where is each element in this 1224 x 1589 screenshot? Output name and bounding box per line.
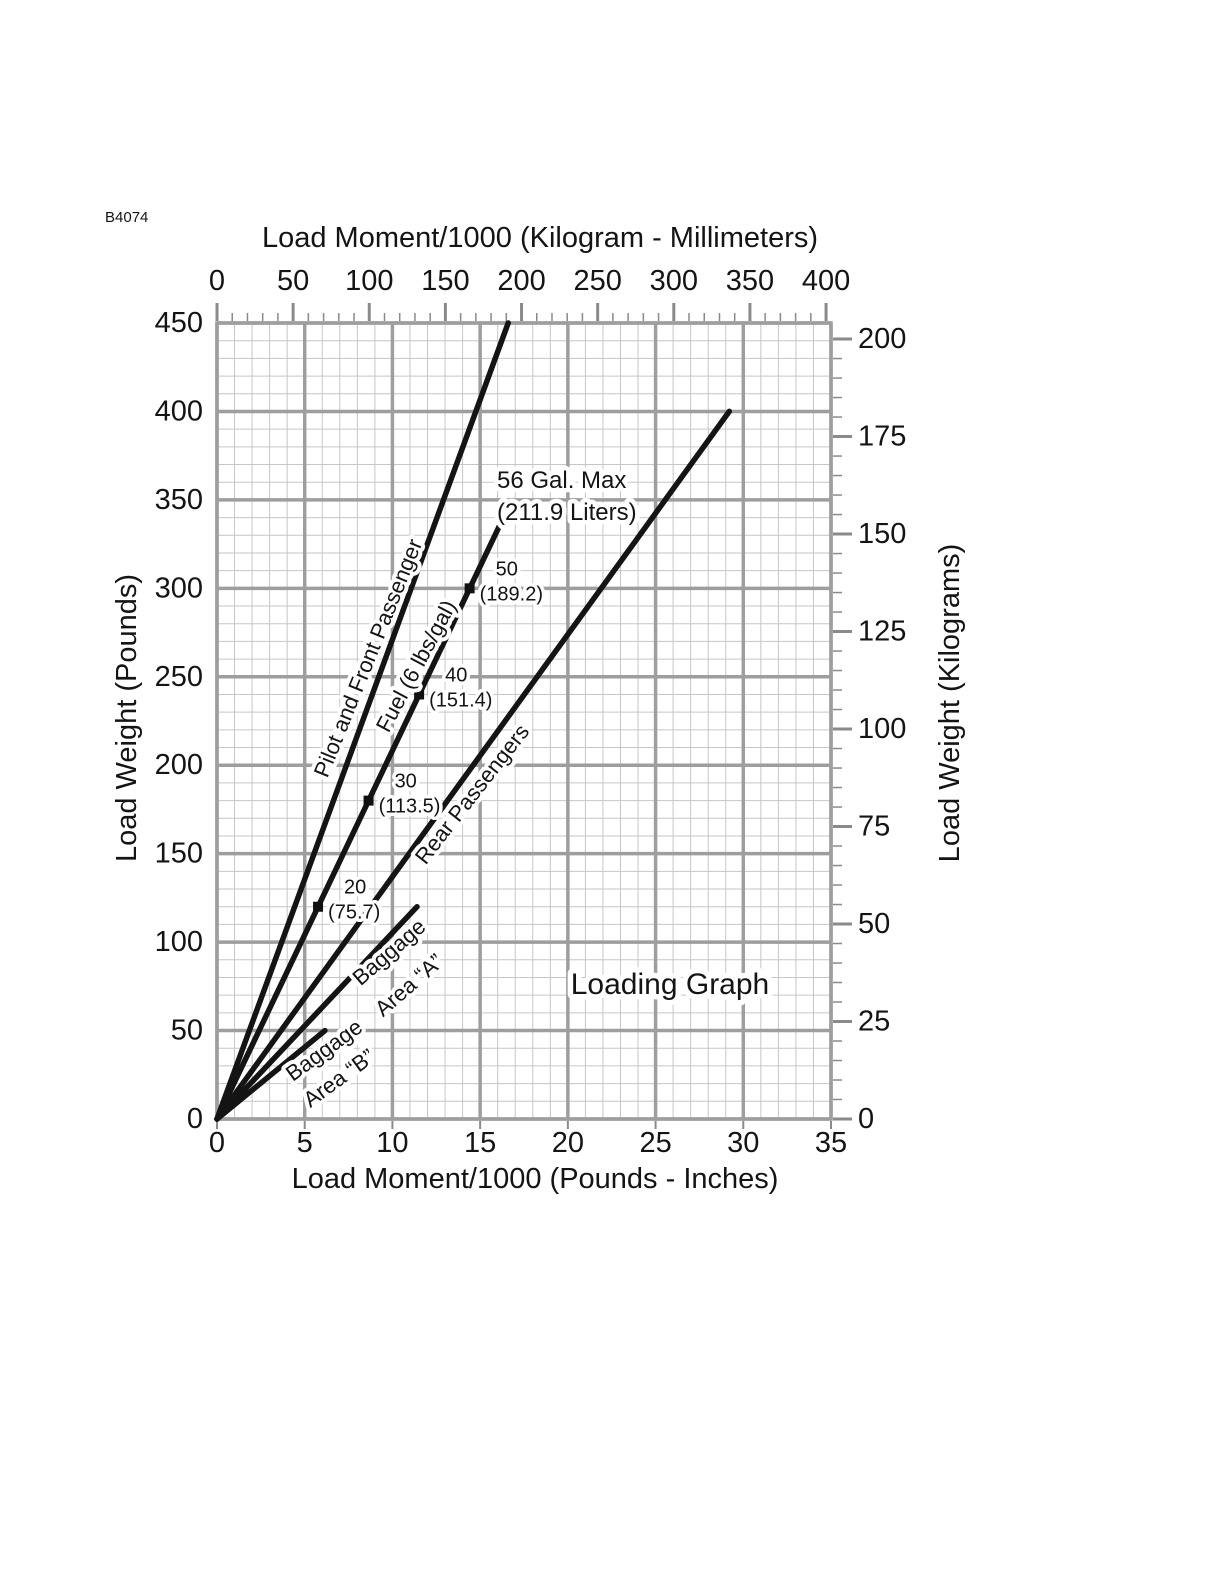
annotations: 56 Gal. Max (211.9 Liters) Loading Graph <box>493 463 775 1007</box>
left-axis-tick-label-450: 450 <box>155 307 203 339</box>
bottom-axis: 0 5 10 15 20 25 30 35 Load Moment/1000 (Pounds -… <box>209 1121 847 1195</box>
right-axis-title: Load Weight (Kilograms) <box>934 544 966 863</box>
right-axis-tick-label-175: 175 <box>858 421 906 453</box>
right-axis-tick-label-100: 100 <box>858 713 906 745</box>
fuel-marker-20-gallons-label: 20 <box>344 877 366 899</box>
left-axis: 0 50 100 150 200 250 300 350 400 450 Load Weight (… <box>111 307 203 1135</box>
bottom-axis-tick-label-30: 30 <box>727 1127 759 1159</box>
left-axis-tick-label-100: 100 <box>155 926 203 958</box>
bottom-axis-tick-label-35: 35 <box>815 1127 847 1159</box>
bottom-axis-tick-label-25: 25 <box>639 1127 671 1159</box>
top-axis-title: Load Moment/1000 (Kilogram - Millimeters… <box>262 222 818 254</box>
left-axis-tick-label-50: 50 <box>171 1015 203 1047</box>
top-axis-tick-label-350: 350 <box>726 265 774 297</box>
top-axis-tick-label-0: 0 <box>209 265 225 297</box>
left-axis-title: Load Weight (Pounds) <box>111 574 143 862</box>
series-lines <box>214 320 733 1122</box>
top-axis-tick-label-50: 50 <box>277 265 309 297</box>
baggage-a-line <box>214 903 420 1122</box>
right-axis: 0 25 50 75 100 125 150 175 200 Load Weight (Kilog… <box>833 323 966 1135</box>
top-axis: 0 50 100 150 200 250 300 350 400 Load Moment/1000… <box>209 222 850 321</box>
fuel-marker-40 <box>414 689 425 700</box>
fuel-marker-40-liters-label: (151.4) <box>429 689 492 711</box>
right-axis-tick-label-75: 75 <box>858 811 890 843</box>
left-axis-tick-label-200: 200 <box>155 749 203 781</box>
right-axis-tick-label-125: 125 <box>858 616 906 648</box>
left-axis-tick-label-350: 350 <box>155 484 203 516</box>
fuel-marker-50-liters-label: (189.2) <box>480 583 543 605</box>
bottom-axis-tick-label-0: 0 <box>209 1127 225 1159</box>
fuel-marker-50 <box>464 583 475 594</box>
left-axis-tick-label-0: 0 <box>187 1103 203 1135</box>
fuel-max-line-2: (211.9 Liters) <box>497 499 637 526</box>
fuel-marker-20 <box>313 901 324 912</box>
left-axis-tick-label-150: 150 <box>155 838 203 870</box>
figure-code: B4074 <box>105 209 148 226</box>
top-axis-tick-label-300: 300 <box>650 265 698 297</box>
top-axis-tick-label-100: 100 <box>345 265 393 297</box>
right-axis-tick-label-25: 25 <box>858 1006 890 1038</box>
fuel-marker-30 <box>363 795 374 806</box>
fuel-marker-40-gallons-label: 40 <box>445 664 467 686</box>
bottom-axis-tick-label-20: 20 <box>552 1127 584 1159</box>
baggage-b-line <box>214 1027 328 1122</box>
left-axis-tick-label-250: 250 <box>155 661 203 693</box>
top-axis-tick-label-200: 200 <box>497 265 545 297</box>
top-axis-tick-label-250: 250 <box>573 265 621 297</box>
bottom-axis-tick-label-5: 5 <box>297 1127 313 1159</box>
fuel-marker-50-gallons-label: 50 <box>496 558 518 580</box>
top-axis-tick-label-150: 150 <box>421 265 469 297</box>
top-axis-tick-label-400: 400 <box>802 265 850 297</box>
bottom-axis-tick-label-10: 10 <box>376 1127 408 1159</box>
bottom-axis-title: Load Moment/1000 (Pounds - Inches) <box>292 1163 779 1195</box>
plot-border <box>215 321 833 1121</box>
pilot-front-passenger-line <box>214 320 511 1122</box>
fuel-marker-30-gallons-label: 30 <box>395 771 417 793</box>
fuel-markers: 20 (75.7) 30 (113.5) 40 (151.4) 50 (189.2) <box>313 555 546 927</box>
left-axis-tick-label-400: 400 <box>155 395 203 427</box>
right-axis-tick-label-200: 200 <box>858 323 906 355</box>
fuel-marker-30-liters-label: (113.5) <box>379 796 441 818</box>
chart-title: Loading Graph <box>571 968 770 1001</box>
bottom-axis-tick-label-15: 15 <box>464 1127 496 1159</box>
fuel-line <box>214 521 503 1122</box>
right-axis-tick-label-150: 150 <box>858 518 906 550</box>
right-axis-tick-label-0: 0 <box>858 1103 874 1135</box>
left-axis-tick-label-300: 300 <box>155 572 203 604</box>
fuel-marker-20-liters-label: (75.7) <box>328 902 380 924</box>
right-axis-tick-label-50: 50 <box>858 908 890 940</box>
rear-passengers-line <box>214 408 733 1122</box>
fuel-max-line-1: 56 Gal. Max <box>497 467 626 494</box>
